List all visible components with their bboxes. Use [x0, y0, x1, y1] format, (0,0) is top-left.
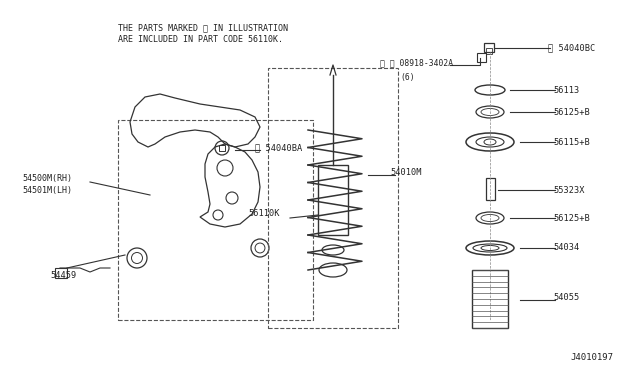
Text: 54500M(RH): 54500M(RH) — [22, 173, 72, 183]
Bar — [472, 270, 508, 328]
Text: ARE INCLUDED IN PART CODE 56110K.: ARE INCLUDED IN PART CODE 56110K. — [118, 35, 283, 44]
Bar — [118, 120, 313, 320]
Text: 55323X: 55323X — [553, 186, 584, 195]
Text: ※ ⓝ 08918-3402A: ※ ⓝ 08918-3402A — [380, 58, 453, 67]
Bar — [318, 165, 348, 235]
Text: 54501M(LH): 54501M(LH) — [22, 186, 72, 195]
Text: 56115+B: 56115+B — [553, 138, 589, 147]
Text: 56125+B: 56125+B — [553, 108, 589, 116]
Bar — [484, 43, 494, 52]
Bar — [55, 268, 67, 278]
Bar — [486, 178, 495, 200]
Text: THE PARTS MARKED ※ IN ILLUSTRATION: THE PARTS MARKED ※ IN ILLUSTRATION — [118, 23, 288, 32]
Text: 56110K: 56110K — [248, 208, 280, 218]
Bar — [268, 68, 398, 328]
Text: 54034: 54034 — [553, 244, 579, 253]
Bar — [486, 48, 492, 54]
Text: J4010197: J4010197 — [570, 353, 613, 362]
Text: 54459: 54459 — [50, 270, 76, 279]
Bar — [219, 145, 225, 151]
Text: 56113: 56113 — [553, 86, 579, 94]
Text: ※ 54040BC: ※ 54040BC — [548, 44, 595, 52]
Text: 54055: 54055 — [553, 294, 579, 302]
Text: ※ 54040BA: ※ 54040BA — [255, 144, 302, 153]
Text: 54010M: 54010M — [390, 167, 422, 176]
Text: 56125+B: 56125+B — [553, 214, 589, 222]
Bar — [477, 53, 486, 62]
Text: (6): (6) — [400, 73, 415, 81]
